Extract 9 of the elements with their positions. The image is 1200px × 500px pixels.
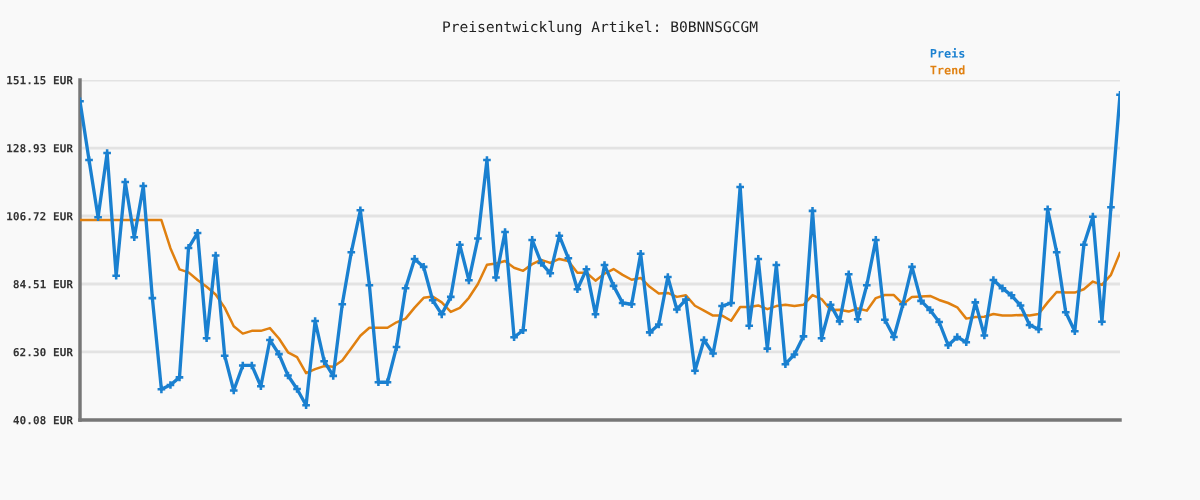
y-tick-label: 106.72 EUR [7, 211, 74, 221]
y-tick-label: 151.15 EUR [7, 76, 74, 85]
y-tick-label: 62.30 EUR [13, 347, 74, 357]
y-tick-label: 40.08 EUR [13, 415, 74, 425]
chart-title: Preisentwicklung Artikel: B0BNNSGCGM [443, 20, 758, 36]
text: Trend [930, 65, 965, 75]
y-tick-label: 84.51 EUR [13, 279, 74, 289]
y-tick-label: 128.93 EUR [7, 143, 74, 153]
text: Preis [930, 48, 965, 58]
